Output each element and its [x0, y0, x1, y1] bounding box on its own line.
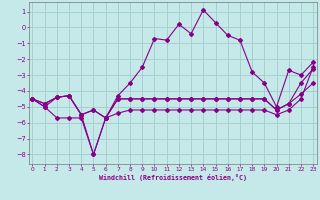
X-axis label: Windchill (Refroidissement éolien,°C): Windchill (Refroidissement éolien,°C) — [99, 174, 247, 181]
